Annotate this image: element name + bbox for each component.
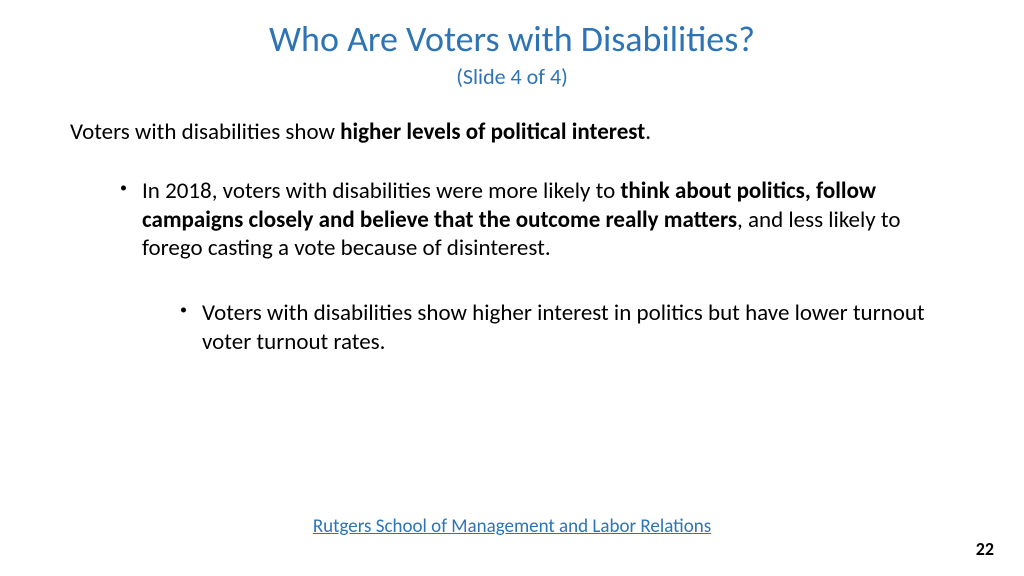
bullet-level-2: Voters with disabilities show higher int… — [180, 299, 964, 357]
intro-text-plain: Voters with disabilities show — [70, 118, 340, 146]
intro-text-tail: . — [645, 118, 651, 146]
bullet1-text-a: In 2018, voters with disabilities were m… — [142, 177, 620, 205]
bullet2-text: Voters with disabilities show higher int… — [202, 299, 925, 356]
footer-link-row: Rutgers School of Management and Labor R… — [0, 515, 1024, 538]
bullet-level-1: In 2018, voters with disabilities were m… — [120, 177, 964, 263]
title-block: Who Are Voters with Disabilities? (Slide… — [60, 18, 964, 90]
slide-title: Who Are Voters with Disabilities? — [60, 18, 964, 61]
slide: Who Are Voters with Disabilities? (Slide… — [0, 0, 1024, 576]
intro-paragraph: Voters with disabilities show higher lev… — [70, 118, 964, 147]
source-link[interactable]: Rutgers School of Management and Labor R… — [313, 515, 711, 538]
slide-body: Voters with disabilities show higher lev… — [60, 118, 964, 357]
intro-text-bold: higher levels of political interest — [340, 118, 645, 146]
page-number: 22 — [976, 538, 994, 560]
slide-subtitle: (Slide 4 of 4) — [60, 63, 964, 90]
